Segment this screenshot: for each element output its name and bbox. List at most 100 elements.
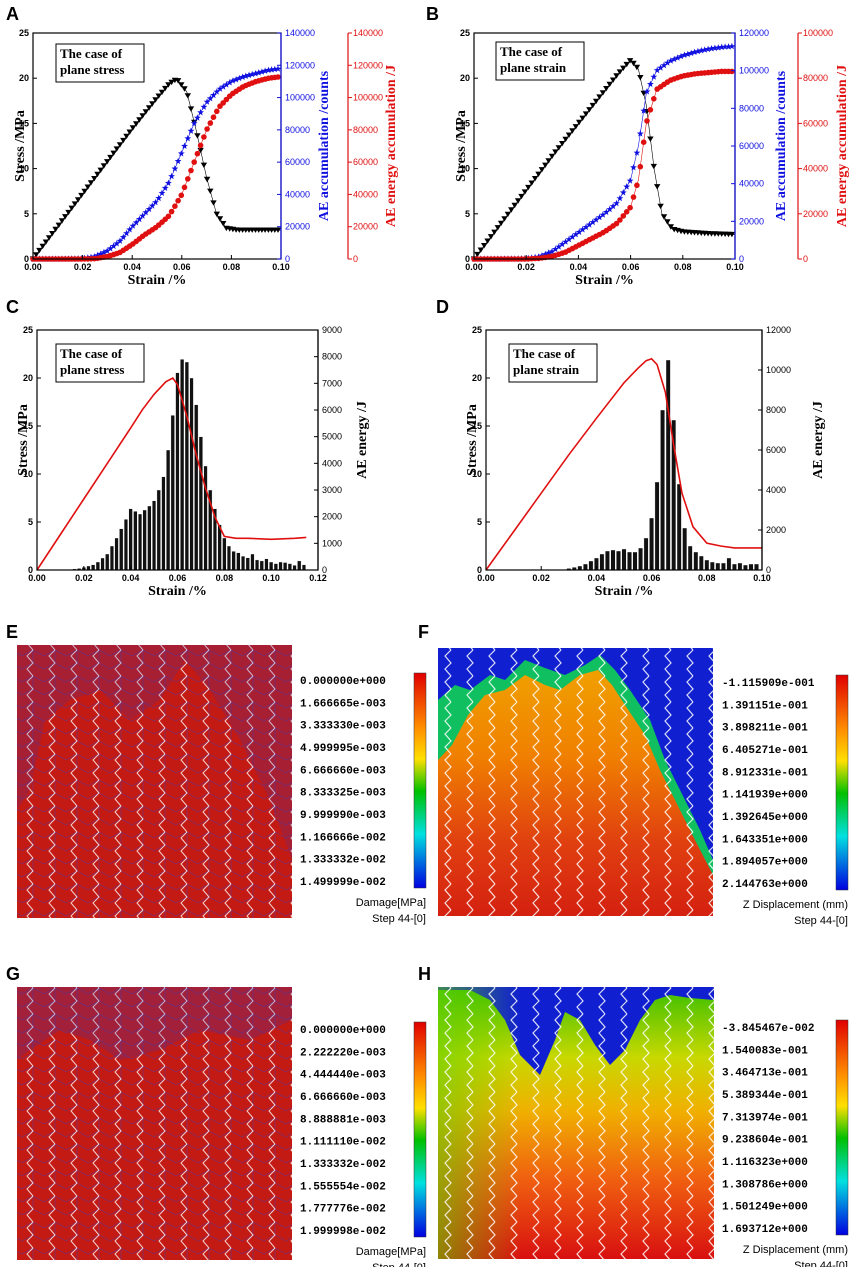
ae-count-marker — [630, 163, 637, 171]
ae-count-marker — [565, 235, 573, 243]
panel-label-g: G — [6, 964, 20, 984]
ae-energy-marker — [651, 96, 657, 102]
ae-energy-bar — [687, 545, 693, 571]
stress-marker — [52, 226, 59, 233]
contour-f — [438, 648, 713, 916]
ae-energy-bar — [301, 564, 307, 571]
stress-marker — [647, 136, 654, 142]
ae-count-marker — [223, 81, 230, 88]
stress-marker — [129, 125, 137, 131]
y2-tick-label: 4000 — [322, 458, 342, 468]
stress-marker — [39, 243, 46, 250]
panel-label-h: H — [418, 964, 431, 984]
ae-energy-bar — [156, 489, 161, 571]
ae-energy-bar — [610, 549, 616, 571]
x-tick-label: 0.08 — [698, 573, 716, 583]
colorbar-value: 1.999998e-002 — [300, 1226, 386, 1238]
ae-energy-bar — [175, 372, 180, 571]
y-tick-label: 10 — [19, 164, 29, 174]
ae-count-marker — [274, 65, 282, 72]
ae-energy-marker — [191, 159, 197, 165]
colorbar-value: 1.333332e-002 — [300, 1159, 386, 1171]
ae-count-marker — [657, 64, 664, 71]
y2-tick-label: 140000 — [285, 28, 315, 38]
y2-tick-label: 8000 — [322, 352, 342, 362]
chart-c: 0.00 0.02 0.04 0.06 0.08 0.10 0.12 Strain /% 0 5 1… — [16, 325, 370, 599]
panel-label-d: D — [436, 297, 449, 317]
stress-marker — [94, 171, 101, 178]
ae-count-marker — [569, 233, 576, 240]
ae-energy-bar — [259, 560, 264, 571]
stress-marker — [104, 159, 111, 165]
ae-count-marker — [684, 50, 692, 58]
y-axis-label: Stress /MPa — [465, 404, 480, 476]
stress-marker — [216, 216, 224, 222]
stress-marker — [91, 176, 98, 182]
annotation-box — [508, 343, 598, 383]
annotation-box — [495, 41, 585, 81]
ae-count-marker — [268, 66, 275, 73]
y3-tick-label: 60000 — [803, 118, 828, 128]
stress-marker — [599, 90, 607, 96]
y2-tick-label: 5000 — [322, 432, 342, 442]
stress-marker — [552, 149, 559, 155]
ae-count-marker — [103, 247, 111, 254]
stress-marker — [155, 93, 162, 99]
damage-band-e — [17, 645, 292, 860]
ae-count-marker — [265, 66, 272, 74]
damage-mesh-e — [17, 645, 292, 918]
stress-marker — [36, 247, 43, 254]
ae-energy-marker — [647, 107, 654, 113]
x-tick-label: 0.06 — [173, 262, 191, 272]
annotation-line: plane stress — [60, 362, 124, 377]
ae-count-marker — [691, 48, 698, 56]
ae-energy-bar — [287, 563, 292, 571]
stress-marker — [149, 101, 156, 107]
stress-marker — [613, 73, 620, 79]
colorbar-value: 1.643351e+000 — [722, 834, 808, 846]
ae-count-marker — [548, 248, 556, 255]
ae-count-marker — [197, 108, 204, 116]
stress-marker — [158, 89, 166, 96]
ae-energy-bar — [621, 548, 627, 571]
stress-marker — [589, 102, 596, 109]
y-tick-label: 25 — [460, 28, 470, 38]
ae-count-marker — [677, 52, 685, 60]
stress-marker — [579, 115, 586, 121]
stress-marker — [126, 129, 133, 135]
annotation-line: The case of — [60, 46, 123, 61]
stress-marker — [657, 203, 664, 210]
colorbar-gradient — [835, 1019, 849, 1236]
colorbar-value: 7.313974e-001 — [722, 1112, 808, 1124]
colorbar-g: 0.000000e+000 2.222220e-003 4.444440e-003 6… — [300, 1021, 427, 1267]
y3-tick-label: 100000 — [353, 93, 383, 103]
ae-energy-bar — [254, 559, 260, 571]
stress-marker — [586, 107, 593, 113]
stress-marker — [528, 180, 535, 186]
annotation-line: The case of — [500, 44, 563, 59]
stress-marker — [664, 219, 671, 225]
colorbar-value: 4.999995e-003 — [300, 743, 386, 755]
ae-count-marker — [242, 72, 250, 79]
y2-tick-label: 8000 — [766, 405, 786, 415]
colorbar-value: 1.333332e-002 — [300, 855, 386, 867]
y2-tick-label: 60000 — [285, 157, 310, 167]
ae-energy-bar — [95, 561, 100, 571]
stress-marker — [654, 184, 661, 190]
colorbar-step: Step 44-[0] — [794, 915, 848, 927]
stress-marker — [162, 85, 169, 92]
ae-count-marker — [640, 107, 648, 114]
stress-marker — [497, 220, 505, 227]
ae-energy-bar — [161, 476, 166, 571]
stress-marker — [87, 180, 95, 186]
colorbar-value: 2.222220e-003 — [300, 1047, 386, 1059]
colorbar-gradient — [835, 674, 849, 891]
colorbar-value: 1.540083e-001 — [722, 1045, 808, 1057]
stress-marker — [145, 105, 153, 111]
stress-marker — [203, 176, 211, 183]
y3-tick-label: 60000 — [353, 157, 378, 167]
stress-marker — [152, 97, 159, 103]
ae-energy-bar — [240, 555, 246, 571]
x-tick-label: 0.10 — [262, 573, 280, 583]
x-axis-label: Strain /% — [128, 273, 187, 288]
